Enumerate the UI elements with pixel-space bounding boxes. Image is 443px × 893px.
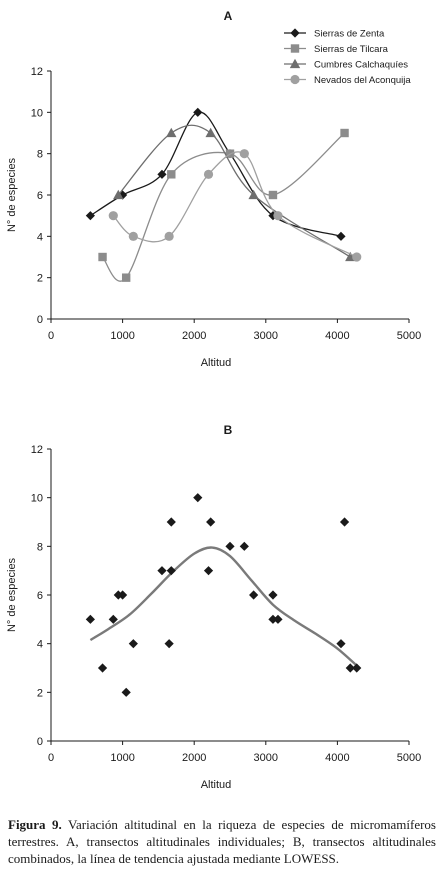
caption-label: Figura 9. [8,817,62,832]
y-tick-label: 10 [31,107,43,119]
x-tick-label: 4000 [325,330,349,342]
data-point [164,639,174,649]
data-point [121,687,131,697]
scatter-points [85,493,362,697]
data-point [118,590,128,600]
y-tick-label: 4 [37,231,43,243]
y-axis-label: N° de especies [6,157,18,232]
data-point [164,231,174,241]
data-point [108,614,118,624]
data-point [268,614,278,624]
series-0 [85,107,346,241]
data-point [128,231,138,241]
y-tick-label: 12 [31,66,43,78]
x-tick-label: 0 [48,752,54,764]
panel-title: A [224,9,233,23]
y-axis-label: N° de especies [6,557,18,632]
x-tick-label: 4000 [325,752,349,764]
data-point [248,189,259,200]
legend-entry: Sierras de Zenta [314,29,385,40]
data-point [113,189,124,200]
data-point [203,169,214,179]
legend-marker [290,44,300,53]
y-tick-label: 12 [31,444,43,456]
panel-title: B [224,423,233,437]
legend: Sierras de Zenta Sierras de Tilcara Cumbre… [284,28,411,86]
data-point [273,614,283,624]
series-line [117,124,351,258]
data-point [98,252,107,262]
data-point [166,566,176,576]
y-tick-label: 8 [37,149,43,161]
data-point [166,127,177,138]
x-tick-label: 1000 [110,752,134,764]
x-tick-label: 0 [48,330,54,342]
data-point [157,566,167,576]
data-point [205,127,216,138]
data-point [108,211,118,221]
legend-entry: Nevados del Aconquija [314,75,411,86]
legend-marker [290,74,300,85]
y-tick-label: 6 [37,190,43,202]
y-tick-label: 0 [37,736,43,748]
data-point [273,211,283,221]
data-point [206,517,216,527]
x-axis-label: Altitud [201,779,232,791]
panel-a: A 0 2 4 6 8 10 12 0 1000 2000 3000 4000 5000 Altitud N°… [6,9,421,369]
data-point [128,639,138,649]
y-tick-label: 6 [37,590,43,602]
y-tick-label: 10 [31,493,43,505]
y-tick-label: 8 [37,541,43,553]
data-point [85,211,95,221]
data-point [268,590,278,600]
legend-entry: Sierras de Tilcara [314,44,389,55]
data-point [340,128,349,138]
y-tick-label: 4 [37,639,43,651]
data-point [193,493,203,503]
data-point [203,566,214,576]
data-point [166,517,176,527]
data-point [268,211,278,221]
y-tick-label: 2 [37,273,43,285]
data-point [167,170,176,179]
figure-caption: Figura 9. Variación altitudinal en la ri… [8,816,436,867]
lowess-trend-line [89,546,358,667]
x-tick-label: 1000 [110,330,134,342]
panel-b: B 0 2 4 6 8 10 12 0 1000 2000 3000 4000 5000 Altitud N°… [6,423,421,791]
x-axis-label: Altitud [201,357,232,369]
series-line [102,132,345,282]
data-point [336,231,346,241]
data-point [239,149,249,159]
legend-marker [290,28,300,38]
x-tick-label: 3000 [254,752,278,764]
legend-entry: Cumbres Calchaquíes [314,60,408,71]
x-tick-label: 2000 [182,752,206,764]
x-tick-label: 3000 [254,330,278,342]
data-point [345,663,355,673]
caption-text: Variación altitudinal en la riqueza de e… [8,817,436,866]
data-point [121,273,131,282]
data-point [268,190,278,200]
data-point [352,663,362,673]
data-point [157,169,167,179]
data-point [193,107,203,117]
data-point [85,614,95,624]
y-tick-label: 2 [37,687,43,699]
data-point [339,517,350,527]
data-point [352,252,362,262]
x-tick-label: 2000 [182,330,206,342]
y-tick-label: 0 [37,314,43,326]
data-point [97,663,108,673]
data-point [249,590,259,600]
data-point [239,541,249,551]
series-line [112,151,358,258]
legend-marker [289,58,301,69]
x-tick-label: 5000 [397,330,421,342]
data-point [336,639,346,649]
x-tick-label: 5000 [397,752,421,764]
data-point [225,541,235,551]
series-3 [108,149,362,262]
